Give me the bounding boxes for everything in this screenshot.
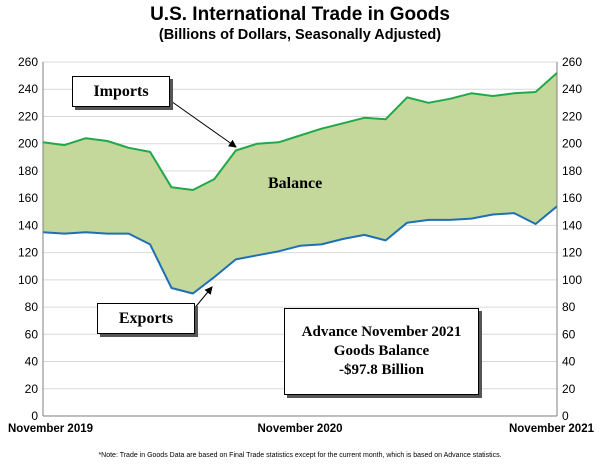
y-tick-label-left: 260 bbox=[18, 55, 38, 69]
series-lines bbox=[42, 72, 558, 295]
chart-subtitle: (Billions of Dollars, Seasonally Adjuste… bbox=[158, 27, 442, 43]
y-tick-label-right: 220 bbox=[562, 109, 582, 123]
y-tick-label-right: 100 bbox=[562, 273, 582, 287]
axes: 0 0 20 20 40 40 60 60 80 80 100 100 120 120 140 140 160 1… bbox=[8, 55, 595, 435]
balance-area-layer bbox=[43, 72, 557, 294]
y-tick-label-right: 80 bbox=[562, 300, 576, 314]
callout-arrows bbox=[167, 98, 237, 311]
y-tick-label-left: 180 bbox=[18, 164, 38, 178]
y-tick-label-right: 120 bbox=[562, 246, 582, 260]
x-tick-label: November 2019 bbox=[8, 423, 93, 435]
y-tick-label-left: 200 bbox=[18, 137, 38, 151]
balance-area bbox=[43, 72, 557, 294]
infobox-line-1: Advance November 2021 bbox=[301, 324, 462, 340]
y-tick-label-right: 60 bbox=[562, 327, 576, 341]
y-tick-label-left: 20 bbox=[25, 382, 39, 396]
y-tick-label-right: 240 bbox=[562, 82, 582, 96]
infobox-line-3: -$97.8 Billion bbox=[338, 362, 424, 378]
y-tick-label-right: 180 bbox=[562, 164, 582, 178]
imports-arrow bbox=[167, 98, 237, 148]
y-tick-label-left: 120 bbox=[18, 246, 38, 260]
y-tick-label-left: 160 bbox=[18, 191, 38, 205]
goods-balance-infobox: Advance November 2021 Goods Balance -$97… bbox=[284, 308, 479, 395]
y-tick-label-right: 260 bbox=[562, 55, 582, 69]
y-tick-label-left: 40 bbox=[25, 355, 39, 369]
y-tick-label-left: 0 bbox=[31, 409, 38, 423]
y-tick-label-right: 40 bbox=[562, 355, 576, 369]
y-tick-label-left: 240 bbox=[18, 82, 38, 96]
x-tick-label: November 2020 bbox=[257, 423, 342, 435]
balance-label: Balance bbox=[268, 175, 323, 192]
y-tick-label-left: 220 bbox=[18, 109, 38, 123]
infobox-line-2: Goods Balance bbox=[333, 343, 430, 359]
x-tick-label: November 2021 bbox=[509, 423, 595, 435]
imports-callout: Imports bbox=[72, 76, 170, 107]
y-tick-label-left: 80 bbox=[25, 300, 39, 314]
y-tick-label-right: 140 bbox=[562, 218, 582, 232]
exports-callout: Exports bbox=[97, 303, 195, 334]
y-tick-label-right: 160 bbox=[562, 191, 582, 205]
y-tick-label-left: 100 bbox=[18, 273, 38, 287]
series-line-imports bbox=[42, 72, 558, 191]
y-tick-label-right: 0 bbox=[562, 409, 569, 423]
y-tick-label-left: 140 bbox=[18, 218, 38, 232]
y-tick-label-left: 60 bbox=[25, 327, 39, 341]
y-tick-label-right: 200 bbox=[562, 137, 582, 151]
exports-arrow bbox=[192, 286, 213, 311]
chart-title: U.S. International Trade in Goods bbox=[150, 4, 450, 25]
series-line-exports bbox=[42, 205, 558, 295]
footnote: *Note: Trade in Goods Data are based on … bbox=[98, 452, 502, 459]
y-tick-label-right: 20 bbox=[562, 382, 576, 396]
